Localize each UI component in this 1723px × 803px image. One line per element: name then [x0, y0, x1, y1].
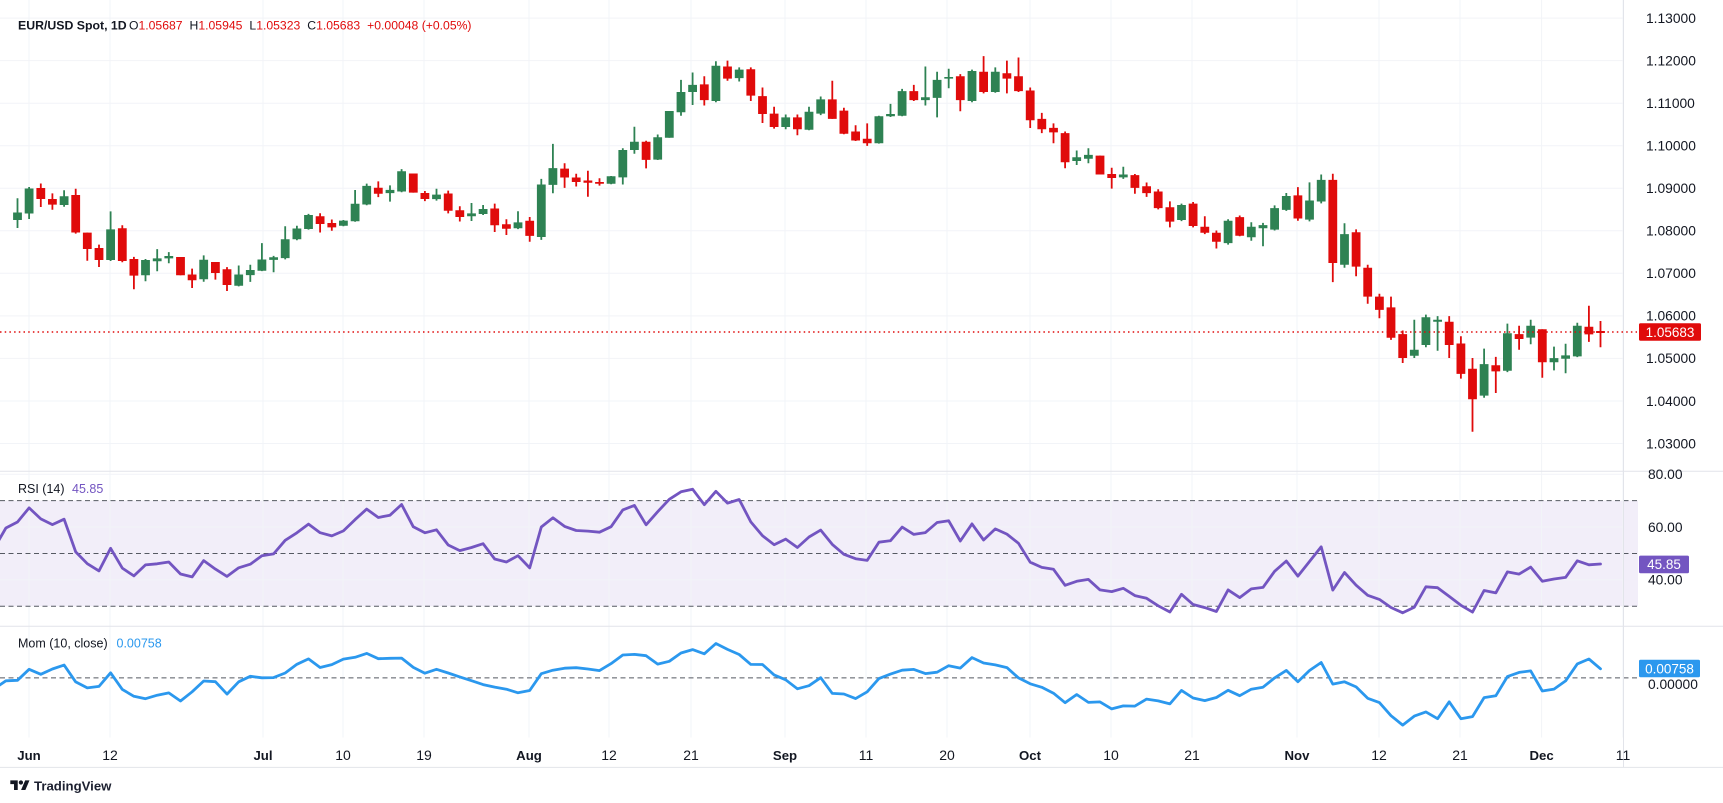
svg-text:12: 12 — [102, 747, 118, 763]
svg-text:Oct: Oct — [1019, 748, 1042, 763]
svg-text:Jun: Jun — [17, 748, 40, 763]
svg-text:0.00758: 0.00758 — [1645, 661, 1694, 676]
svg-text:1.08000: 1.08000 — [1646, 224, 1696, 239]
svg-text:1.06000: 1.06000 — [1646, 309, 1696, 324]
svg-text:1.05000: 1.05000 — [1646, 351, 1696, 366]
svg-text:Mom (10, close): Mom (10, close) — [18, 637, 108, 651]
svg-text:40.00: 40.00 — [1648, 573, 1683, 588]
svg-text:11: 11 — [1616, 747, 1631, 763]
svg-text:EUR/USD Spot, 1D: EUR/USD Spot, 1D — [18, 19, 127, 33]
svg-text:1.04000: 1.04000 — [1646, 394, 1696, 409]
svg-text:0.00758: 0.00758 — [117, 637, 162, 651]
svg-text:45.85: 45.85 — [72, 482, 103, 496]
svg-text:10: 10 — [335, 747, 351, 763]
svg-text:1.05683: 1.05683 — [1646, 325, 1695, 340]
svg-text:21: 21 — [1452, 747, 1468, 763]
svg-text:1.09000: 1.09000 — [1646, 181, 1696, 196]
svg-text:RSI (14): RSI (14) — [18, 482, 65, 496]
svg-text:20: 20 — [939, 747, 955, 763]
svg-text:60.00: 60.00 — [1648, 520, 1683, 535]
svg-text:0.00000: 0.00000 — [1648, 677, 1698, 692]
svg-text:Sep: Sep — [773, 748, 797, 763]
svg-text:Aug: Aug — [516, 748, 542, 763]
svg-text:45.85: 45.85 — [1647, 557, 1681, 572]
svg-text:Nov: Nov — [1285, 748, 1311, 763]
svg-text:19: 19 — [416, 747, 432, 763]
svg-text:Jul: Jul — [253, 748, 272, 763]
svg-text:12: 12 — [601, 747, 617, 763]
svg-text:1.03000: 1.03000 — [1646, 436, 1696, 451]
svg-text:21: 21 — [683, 747, 699, 763]
svg-text:1.12000: 1.12000 — [1646, 53, 1696, 68]
svg-text:11: 11 — [859, 747, 874, 763]
svg-text:TradingView: TradingView — [34, 778, 112, 793]
svg-text:1.07000: 1.07000 — [1646, 266, 1696, 281]
svg-text:1.10000: 1.10000 — [1646, 139, 1696, 154]
svg-text:10: 10 — [1103, 747, 1119, 763]
svg-text:Dec: Dec — [1529, 748, 1553, 763]
svg-text:80.00: 80.00 — [1648, 467, 1683, 482]
svg-text:12: 12 — [1371, 747, 1387, 763]
svg-text:1.13000: 1.13000 — [1646, 11, 1696, 26]
svg-text:1.11000: 1.11000 — [1646, 96, 1695, 111]
svg-text:21: 21 — [1184, 747, 1200, 763]
